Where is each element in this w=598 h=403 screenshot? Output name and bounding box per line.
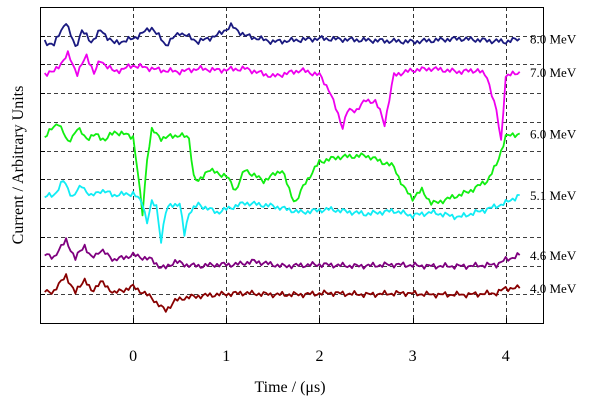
x-tick-label: 1 [222,348,230,365]
x-tick-labels: 0 1 2 3 4 [129,348,510,365]
series-line [44,123,521,217]
x-tick-label: 2 [315,348,323,365]
series-label: 7.0 MeV [530,65,577,80]
y-axis-label: Current / Arbitrary Units [10,86,27,245]
series-line [44,237,521,270]
axis-ticks [40,36,507,323]
x-tick-label: 3 [409,348,417,365]
series-label: 4.6 MeV [530,248,577,263]
series-label: 4.0 MeV [530,281,577,296]
plot-frame [40,7,544,324]
series-labels: 8.0 MeV 7.0 MeV 6.0 MeV 5.1 MeV 4.6 MeV 4.0 M… [530,32,577,297]
series-label: 5.1 MeV [530,188,577,203]
grid-lines [40,7,543,323]
series-line [44,273,521,313]
series-label: 6.0 MeV [530,126,577,141]
x-tick-label: 4 [502,348,510,365]
series-line [43,22,521,47]
x-tick-label: 0 [129,348,137,365]
series-line [44,180,520,244]
series-line [43,50,521,141]
x-axis-label: Time / (μs) [254,379,325,396]
series-lines [43,22,521,313]
series-label: 8.0 MeV [530,32,577,47]
